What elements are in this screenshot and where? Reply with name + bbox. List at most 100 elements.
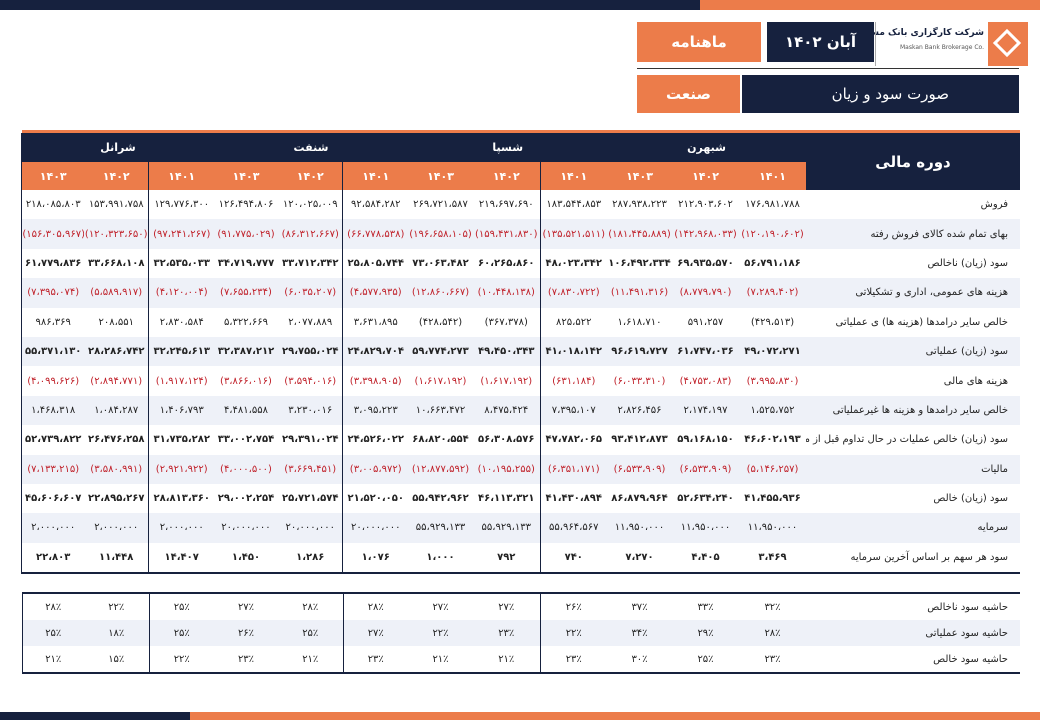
- table-cell: ۱۴،۴۰۷: [148, 542, 214, 574]
- table-cell: ۲۲٪: [539, 620, 607, 646]
- table-cell: ۲۱٪: [473, 646, 540, 673]
- brand-name: شرکت کارگزاری بانک مسکن: [856, 28, 984, 38]
- report-type-badge: ماهنامه: [637, 22, 761, 62]
- table-cell: ۳۷٪: [607, 593, 672, 620]
- table-cell: ۳۲،۳۸۷،۲۱۲: [213, 336, 278, 367]
- table-cell: ۲،۸۲۶،۴۵۶: [607, 395, 672, 426]
- year-header: ۱۴۰۲: [83, 162, 149, 190]
- table-row: سود (زیان) ناخالص ۵۶،۷۹۱،۱۸۶ ۶۹،۹۳۵،۵۷۰ ۱۰۶…: [21, 248, 1020, 279]
- table-cell: ۱۱،۹۵۰،۰۰۰: [672, 513, 739, 543]
- table-cell: ۷۴۰: [539, 542, 607, 574]
- table-cell: ۸،۴۷۵،۴۲۴: [473, 395, 540, 426]
- table-cell: (۲،۹۲۱،۹۲۲): [148, 454, 214, 484]
- table-cell: (۷،۲۸۹،۴۰۲): [739, 278, 806, 308]
- table-cell: (۴،۱۲۰،۰۰۴): [148, 278, 214, 308]
- table-cell: (۱۲،۸۶۰،۶۶۷): [407, 278, 473, 308]
- table-cell: ۴۶،۱۱۳،۳۲۱: [473, 483, 540, 514]
- table-cell: (۳،۵۸۰،۹۹۱): [83, 454, 149, 484]
- row-label: هزینه های عمومی، اداری و تشکیلاتی: [806, 278, 1020, 308]
- row-label: حاشیه سود عملیاتی: [806, 620, 1020, 646]
- table-cell: ۲۵٪: [278, 620, 343, 646]
- row-label: سود (زیان) عملیاتی: [806, 336, 1020, 367]
- row-label: سود (زیان) خالص: [806, 483, 1020, 514]
- year-header: ۱۴۰۱: [539, 162, 607, 190]
- year-header: ۱۴۰۱: [148, 162, 214, 190]
- table-cell: ۵۹،۱۶۸،۱۵۰: [672, 425, 739, 455]
- table-cell: ۱۰۶،۴۹۲،۳۳۴: [607, 248, 672, 279]
- table-cell: ۱۷۶،۹۸۱،۷۸۸: [739, 190, 806, 220]
- table-cell: ۳۴٪: [607, 620, 672, 646]
- table-cell: ۶۰،۲۶۵،۸۶۰: [473, 248, 540, 279]
- table-cell: ۴۱،۴۵۵،۹۳۶: [739, 483, 806, 514]
- table-cell: (۱۹۶،۶۵۸،۱۰۵): [407, 219, 473, 249]
- table-row: سود هر سهم بر اساس آخرین سرمایه ۳،۴۶۹ ۴،۴۰…: [21, 542, 1020, 574]
- table-cell: ۲۲٪: [408, 620, 473, 646]
- table-row: حاشیه سود عملیاتی ۲۸٪ ۲۹٪ ۳۴٪ ۲۲٪ ۲۳٪ ۲۲٪ ۲۷٪ ۲۵…: [22, 620, 1020, 646]
- table-cell: ۳،۰۹۵،۲۲۳: [342, 395, 408, 426]
- table-row: حاشیه سود ناخالص ۳۲٪ ۳۳٪ ۳۷٪ ۲۶٪ ۲۷٪ ۲۷٪ ۲۸٪ ۲۸٪…: [22, 593, 1020, 620]
- table-cell: ۱،۶۱۸،۷۱۰: [607, 307, 672, 337]
- table-cell: ۲۲٪: [84, 593, 149, 620]
- table-cell: (۴،۵۷۷،۹۳۵): [342, 278, 408, 308]
- table-cell: ۳،۶۳۱،۸۹۵: [342, 307, 408, 337]
- table-cell: ۲۱۹،۶۹۷،۶۹۰: [473, 190, 540, 220]
- table-cell: (۱۲۰،۳۲۳،۶۵۰): [83, 219, 149, 249]
- table-cell: ۲۱،۵۲۰،۰۵۰: [342, 483, 408, 514]
- table-cell: ۳۳،۶۶۸،۱۰۸: [83, 248, 149, 279]
- table-cell: ۱۱،۹۵۰،۰۰۰: [607, 513, 672, 543]
- table-cell: (۷،۱۳۳،۲۱۵): [21, 454, 84, 484]
- year-header: ۱۴۰۳: [213, 162, 278, 190]
- table-cell: ۴۹،۰۷۲،۲۷۱: [739, 336, 806, 367]
- table-cell: ۱۵٪: [84, 646, 149, 673]
- table-cell: ۳۳،۰۰۲،۷۵۴: [213, 425, 278, 455]
- table-cell: ۲۱٪: [22, 646, 84, 673]
- table-cell: ۲۳٪: [739, 646, 806, 673]
- table-cell: ۱۱،۹۵۰،۰۰۰: [739, 513, 806, 543]
- margins-table-wrap: حاشیه سود ناخالص ۳۲٪ ۳۳٪ ۳۷٪ ۲۶٪ ۲۷٪ ۲۷٪ ۲۸٪ ۲۸٪…: [21, 592, 1020, 674]
- company-header: شنفت: [213, 133, 408, 162]
- income-statement-table-wrap: دوره مالی شبهرن شسپا شنفت شرانل ۱۴۰۱ ۱۴۰۲ ۱۴۰۳ ۱…: [21, 130, 1020, 575]
- table-cell: ۵۶،۷۹۱،۱۸۶: [739, 248, 806, 279]
- table-cell: ۲۰،۰۰۰،۰۰۰: [342, 513, 408, 543]
- table-cell: ۱،۰۷۶: [342, 542, 408, 574]
- table-cell: ۷،۲۷۰: [607, 542, 672, 574]
- bottom-accent-bar-navy: [0, 712, 190, 720]
- table-cell: ۴۶،۶۰۲،۱۹۳: [739, 425, 806, 455]
- table-cell: ۲۰،۰۰۰،۰۰۰: [277, 513, 343, 543]
- table-cell: (۴۲۹،۵۱۳): [739, 307, 806, 337]
- table-cell: ۲۱٪: [278, 646, 343, 673]
- table-cell: (۳،۸۶۶،۰۱۶): [213, 366, 278, 396]
- table-cell: ۱،۴۵۰: [213, 542, 278, 574]
- row-label: هزینه های مالی: [806, 366, 1020, 396]
- table-cell: ۳۳٪: [672, 593, 739, 620]
- row-label: سرمایه: [806, 513, 1020, 543]
- table-cell: ۲،۰۷۷،۸۸۹: [277, 307, 343, 337]
- table-cell: ۲۰،۰۰۰،۰۰۰: [213, 513, 278, 543]
- table-cell: ۴۱،۰۱۸،۱۴۲: [539, 336, 607, 367]
- table-cell: ۲۸٪: [342, 593, 408, 620]
- table-cell: ۲،۰۰۰،۰۰۰: [83, 513, 149, 543]
- table-cell: ۱،۲۸۶: [277, 542, 343, 574]
- table-cell: ۲۹٪: [672, 620, 739, 646]
- table-cell: ۱۵۳،۹۹۱،۷۵۸: [83, 190, 149, 220]
- table-cell: ۲۴،۵۲۶،۰۲۲: [342, 425, 408, 455]
- table-cell: ۴،۴۸۱،۵۵۸: [213, 395, 278, 426]
- table-cell: ۵۶،۳۰۸،۵۷۶: [473, 425, 540, 455]
- table-cell: ۱۸٪: [84, 620, 149, 646]
- page-title: صورت سود و زیان: [742, 75, 1019, 113]
- table-cell: (۳۶۷،۳۷۸): [473, 307, 540, 337]
- table-cell: (۸،۷۷۹،۷۹۰): [672, 278, 739, 308]
- table-row: فروش ۱۷۶،۹۸۱،۷۸۸ ۲۱۲،۹۰۳،۶۰۲ ۲۸۷،۹۳۸،۲۲۳ ۱۸۳…: [21, 190, 1020, 220]
- bottom-accent-bar-orange: [190, 712, 1040, 720]
- year-header: ۱۴۰۳: [407, 162, 473, 190]
- table-cell: ۲۸٪: [278, 593, 343, 620]
- table-cell: ۲۶٪: [539, 593, 607, 620]
- table-cell: (۳،۵۹۴،۰۱۶): [277, 366, 343, 396]
- table-cell: ۲۸۷،۹۳۸،۲۲۳: [607, 190, 672, 220]
- income-statement-table: دوره مالی شبهرن شسپا شنفت شرانل ۱۴۰۱ ۱۴۰۲ ۱۴۰۳ ۱…: [21, 133, 1020, 575]
- table-row: سرمایه ۱۱،۹۵۰،۰۰۰ ۱۱،۹۵۰،۰۰۰ ۱۱،۹۵۰،۰۰۰ ۵۵،۹…: [21, 513, 1020, 543]
- table-cell: (۶،۳۵۱،۱۷۱): [539, 454, 607, 484]
- table-cell: (۵،۱۴۶،۲۵۷): [739, 454, 806, 484]
- table-cell: (۱،۹۱۷،۱۲۴): [148, 366, 214, 396]
- table-cell: (۱،۶۱۷،۱۹۲): [407, 366, 473, 396]
